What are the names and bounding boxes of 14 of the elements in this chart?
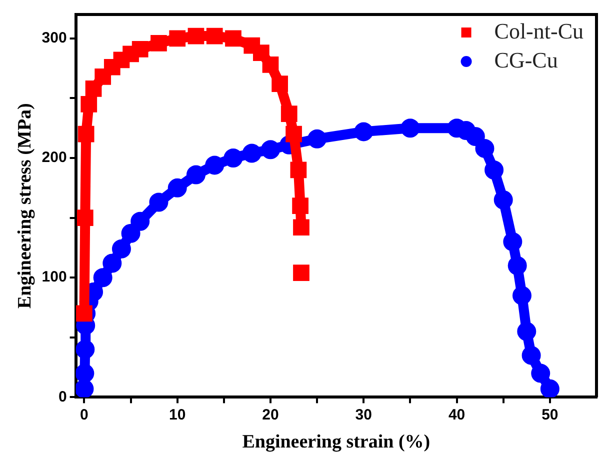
y-axis-title: Engineering stress (MPa) [14, 103, 36, 309]
y-tick-label: 100 [42, 268, 67, 286]
legend-label: CG-Cu [494, 47, 558, 72]
x-tick-label: 50 [542, 406, 558, 424]
x-tick-label: 40 [448, 406, 466, 424]
x-tick-label: 0 [80, 406, 88, 424]
y-tick-label: 300 [42, 30, 67, 47]
legend-label: Col-nt-Cu [494, 18, 584, 44]
y-tick-label: 0 [58, 388, 67, 406]
x-axis-title: Engineering strain (%) [242, 432, 430, 453]
x-tick-label: 10 [169, 406, 186, 424]
y-tick-label: 200 [42, 149, 67, 166]
x-tick-label: 30 [355, 406, 372, 424]
x-tick-label: 20 [262, 406, 279, 424]
